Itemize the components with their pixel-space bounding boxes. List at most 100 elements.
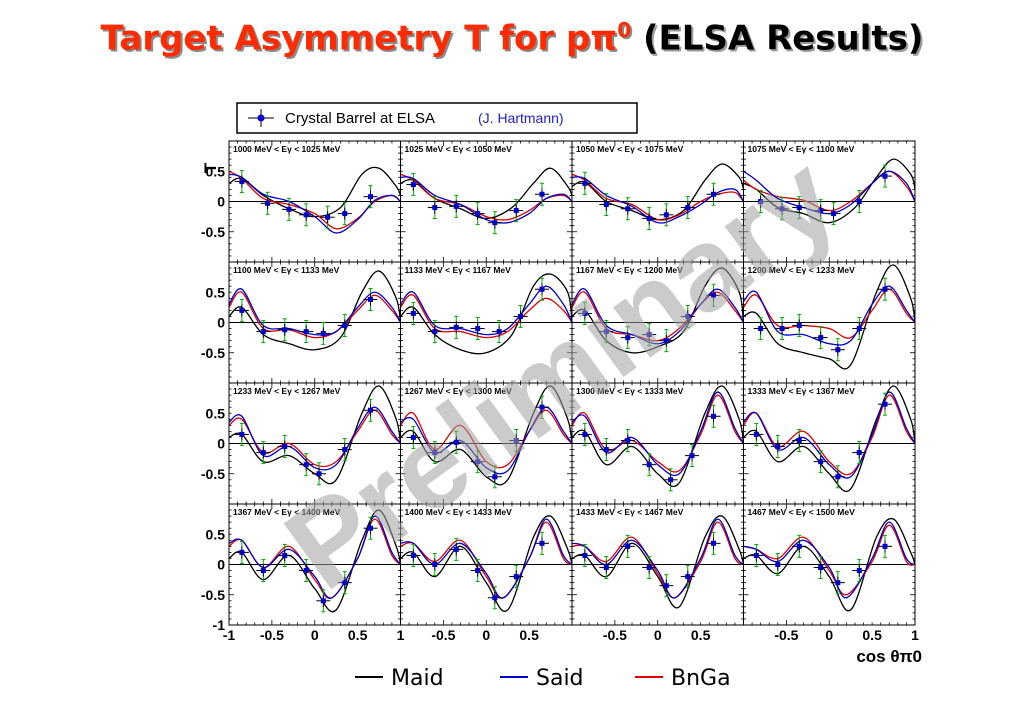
data-point: [710, 292, 716, 298]
data-point: [260, 450, 266, 456]
data-point: [689, 453, 695, 459]
data-point: [239, 549, 245, 555]
data-point: [539, 404, 545, 410]
x-tick-label: 0: [482, 627, 490, 643]
data-point: [831, 211, 837, 217]
data-point: [496, 329, 502, 335]
data-point: [239, 307, 245, 313]
data-point: [603, 565, 609, 571]
said-curve: [400, 406, 572, 475]
bnga-curve: [400, 409, 572, 469]
data-point: [432, 329, 438, 335]
panel-label: 1433 MeV < Eγ < 1467 MeV: [576, 507, 684, 517]
data-point: [492, 474, 498, 480]
x-tick-label: 0: [654, 627, 662, 643]
x-tick-label: 0.5: [691, 627, 711, 643]
data-point: [367, 194, 373, 200]
y-tick-label: -0.5: [201, 345, 225, 361]
data-point: [303, 462, 309, 468]
data-point: [342, 580, 348, 586]
data-point: [775, 562, 781, 567]
panel-grid: 1000 MeV < Eγ < 1025 MeV 0.5 0 -0.5 1025 MeV…: [201, 140, 919, 643]
data-point: [818, 208, 824, 214]
maid-curve: [229, 385, 401, 485]
data-point: [410, 182, 416, 188]
panel-label: 1467 MeV < Eγ < 1500 MeV: [748, 507, 856, 517]
data-point: [582, 552, 588, 558]
y-tick-label: -0.5: [201, 466, 225, 482]
data-point: [475, 211, 481, 217]
data-point: [882, 543, 888, 549]
data-point: [603, 202, 609, 208]
data-point: [625, 206, 631, 212]
x-tick-label: 0.5: [348, 627, 368, 643]
said-curve: [572, 176, 744, 224]
data-point: [685, 313, 691, 319]
x-tick-label: -0.5: [431, 627, 455, 643]
maid-curve: [743, 517, 915, 612]
data-point: [492, 220, 498, 226]
data-point: [518, 313, 524, 319]
data-point: [646, 565, 652, 571]
data-point: [753, 431, 759, 437]
data-point: [835, 580, 841, 586]
data-point: [856, 326, 862, 332]
y-tick-label: 0: [217, 436, 225, 452]
data-point: [342, 447, 348, 453]
data-point: [663, 338, 669, 344]
data-point: [239, 431, 245, 437]
panel-label: 1025 MeV < Eγ < 1050 MeV: [405, 144, 513, 154]
bnga-curve: [743, 170, 915, 212]
data-point: [539, 286, 545, 292]
data-point: [663, 212, 669, 218]
x-tick-label: -0.5: [774, 627, 798, 643]
data-point: [775, 444, 781, 450]
data-point: [796, 437, 802, 443]
data-point: [325, 214, 331, 220]
data-point: [882, 401, 888, 407]
said-curve: [572, 391, 744, 477]
data-point: [625, 335, 631, 341]
data-point: [303, 568, 309, 574]
panel-label: 1167 MeV < Eγ < 1200 MeV: [576, 265, 683, 275]
data-point: [475, 326, 481, 332]
data-point: [475, 568, 481, 574]
data-point: [265, 200, 271, 206]
data-point: [453, 203, 459, 209]
data-point: [410, 434, 416, 440]
panel-label: 1233 MeV < Eγ < 1267 MeV: [233, 386, 341, 396]
data-point: [286, 206, 292, 212]
model-legend-label: Maid: [391, 666, 444, 691]
data-point: [492, 595, 498, 601]
data-point: [758, 199, 764, 204]
data-point: [432, 205, 438, 211]
title-main: Target Asymmetry T for pπ: [100, 18, 618, 59]
data-point: [710, 413, 716, 419]
data-point: [685, 205, 691, 211]
data-point: [453, 439, 459, 445]
data-point: [367, 297, 373, 303]
y-tick-label: 0: [217, 194, 225, 210]
data-point: [582, 310, 588, 316]
panel-label: 1333 MeV < Eγ < 1367 MeV: [748, 386, 856, 396]
bnga-curve: [400, 294, 572, 339]
y-tick-label: 0.5: [206, 405, 226, 421]
bnga-curve: [229, 291, 401, 339]
x-tick-label: -1: [223, 627, 236, 643]
data-point: [475, 459, 481, 465]
x-tick-label: -0.5: [603, 627, 627, 643]
data-point: [685, 574, 691, 580]
data-point: [316, 471, 322, 477]
data-point: [779, 206, 785, 212]
maid-curve: [743, 158, 915, 224]
said-curve: [229, 173, 401, 234]
data-point: [282, 552, 288, 558]
panel-label: 1367 MeV < Eγ < 1400 MeV: [233, 507, 341, 517]
panel-label: 1000 MeV < Eγ < 1025 MeV: [233, 144, 341, 154]
panel-label: 1100 MeV < Eγ < 1133 MeV: [233, 265, 340, 275]
model-legend: Maid Said BnGa: [355, 666, 731, 691]
data-point: [410, 552, 416, 558]
x-tick-label: 0: [825, 627, 833, 643]
panel-label: 1050 MeV < Eγ < 1075 MeV: [576, 144, 684, 154]
panel-label: 1300 MeV < Eγ < 1333 MeV: [576, 386, 684, 396]
